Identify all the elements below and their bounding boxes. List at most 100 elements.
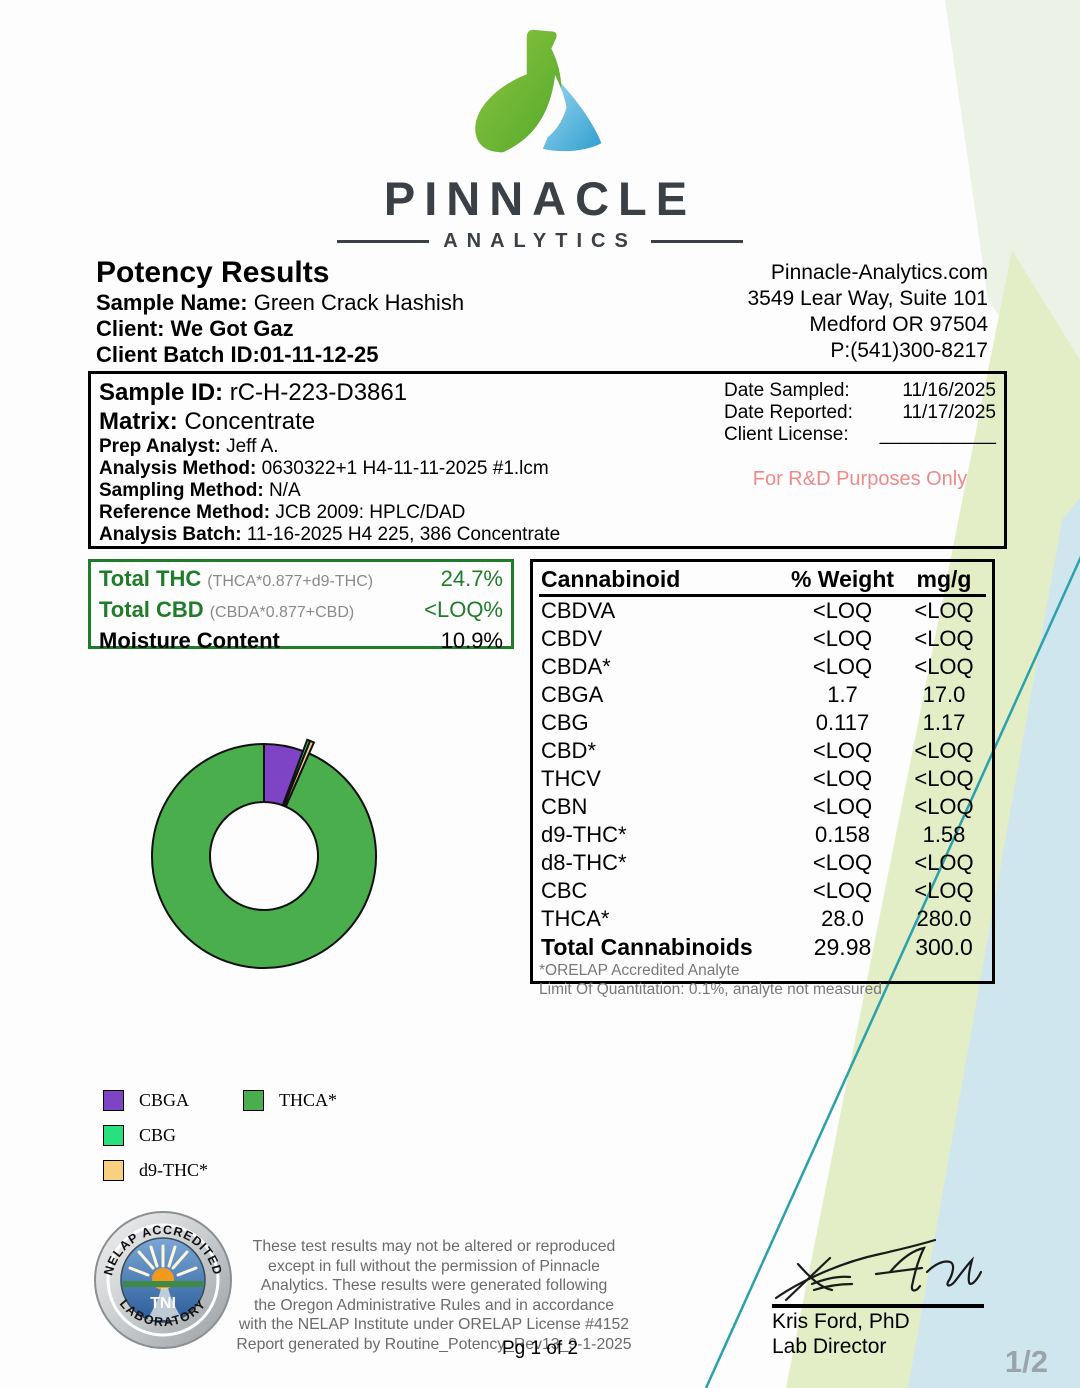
matrix-line: Matrix: Concentrate [99, 407, 996, 436]
signatory-title: Lab Director [772, 1335, 887, 1358]
prep-analyst-value: Jeff A. [226, 436, 279, 457]
cannabinoid-table: Cannabinoid % Weight mg/g CBDVA <LOQ <LOQ … [539, 564, 986, 961]
table-row: CBGA 1.7 17.0 [541, 682, 966, 707]
date-reported-value: 11/17/2025 [902, 402, 996, 423]
legend-label-cbga: CBGA [139, 1090, 190, 1110]
legend-item-cbg: CBG [103, 1125, 176, 1146]
seal-sun-graphic [123, 1244, 203, 1320]
table-row: CBDA* <LOQ <LOQ [541, 654, 974, 679]
total-cbd-row: Total CBD (CBDA*0.877+CBD) <LOQ% [99, 596, 503, 627]
nelap-seal-icon: TNI NELAP ACCREDITED LABORATORY [94, 1211, 232, 1349]
legend-item-cbga: CBGA [103, 1090, 189, 1111]
brand-rule-right [650, 240, 743, 243]
total-cbd-label: Total CBD [99, 597, 204, 622]
brand-rule-left [337, 240, 430, 243]
table-header-row: Cannabinoid % Weight mg/g [539, 564, 986, 597]
sampling-method-value: N/A [268, 480, 301, 501]
moisture-row: Moisture Content 10.9% [99, 627, 503, 655]
sample-id-value: rC-H-223-D3861 [229, 379, 408, 406]
analysis-batch-line: Analysis Batch: 11-16-2025 H4 225, 386 C… [99, 524, 996, 546]
seal-center-text: TNI [150, 1295, 176, 1312]
donut-chart-svg [151, 738, 377, 969]
table-row: CBC <LOQ <LOQ [541, 878, 974, 903]
disclaimer-line: the Oregon Administrative Rules and in a… [253, 1296, 615, 1314]
col-header-weight: % Weight [783, 564, 902, 597]
lab-contact-block: Pinnacle-Analytics.com 3549 Lear Way, Su… [628, 260, 989, 364]
teal-diagonal-line [704, 555, 1080, 1388]
sample-dates-block: Date Sampled: 11/16/2025 Date Reported: … [724, 380, 996, 490]
sample-name-value: Green Crack Hashish [253, 290, 465, 315]
table-footnote-1: *ORELAP Accredited Analyte [539, 962, 740, 979]
table-row: d9-THC* 0.158 1.58 [541, 822, 966, 847]
page-title: Potency Results [96, 256, 330, 289]
legend-swatch-cbga [103, 1090, 124, 1111]
total-cbd-formula: (CBDA*0.877+CBD) [209, 604, 355, 621]
donut-slice-d9-thc [282, 739, 316, 808]
disclaimer-line: except in full without the permission of… [268, 1257, 600, 1275]
table-row: THCA* 28.0 280.0 [541, 906, 972, 931]
accreditation-seal: TNI NELAP ACCREDITED LABORATORY [93, 1210, 233, 1350]
client-license-line: Client License: ___________ [724, 424, 996, 446]
report-header: Potency Results Sample Name: Green Crack… [96, 256, 656, 368]
total-thc-label: Total THC [99, 566, 202, 591]
moisture-value: 10.9% [440, 628, 503, 653]
matrix-value: Concentrate [184, 408, 316, 435]
cannabinoid-table-box: Cannabinoid % Weight mg/g CBDVA <LOQ <LOQ … [530, 559, 995, 998]
prep-analyst-line: Prep Analyst: Jeff A. [99, 436, 996, 458]
legend-swatch-d9thc [103, 1160, 124, 1181]
sample-id-label: Sample ID: [99, 379, 224, 406]
disclaimer-text: These test results may not be altered or… [226, 1237, 642, 1354]
reference-method-value: JCB 2009: HPLC/DAD [275, 502, 466, 523]
date-sampled-label: Date Sampled: [724, 380, 850, 401]
total-thc-value: 24.7% [440, 566, 503, 591]
totals-box: Total THC (THCA*0.877+d9-THC) 24.7% Tota… [88, 559, 514, 653]
analysis-batch-value: 11-16-2025 H4 225, 386 Concentrate [246, 524, 561, 545]
donut-slice-thca [151, 742, 377, 969]
reference-method-line: Reference Method: JCB 2009: HPLC/DAD [99, 502, 996, 524]
client-batch-line: Client Batch ID:01-11-12-25 [96, 342, 379, 367]
col-header-mgg: mg/g [902, 564, 986, 597]
sampling-method-label: Sampling Method: [99, 480, 264, 501]
table-row: THCV <LOQ <LOQ [541, 766, 974, 791]
table-row: CBN <LOQ <LOQ [541, 794, 974, 819]
lab-website: Pinnacle-Analytics.com [770, 261, 988, 284]
prep-analyst-label: Prep Analyst: [99, 436, 221, 457]
table-row: CBDVA <LOQ <LOQ [541, 598, 974, 623]
signature-scribble [774, 1238, 983, 1302]
client-license-label: Client License: [724, 424, 849, 445]
table-row: CBG 0.117 1.17 [541, 710, 966, 735]
brand-subtitle-text: ANALYTICS [443, 230, 637, 252]
table-footnote-2: Limit Of Quantitation: 0.1%, analyte not… [539, 981, 882, 998]
moisture-label: Moisture Content [99, 628, 280, 653]
disclaimer-line: These test results may not be altered or… [252, 1238, 616, 1255]
legend-item-d9thc: d9-THC* [103, 1160, 208, 1181]
page-label: Pg 1 of 2 [501, 1338, 579, 1359]
viewer-page-indicator: 1/2 [1004, 1344, 1048, 1379]
flask-logo-icon [475, 29, 602, 155]
legend-label-d9thc: d9-THC* [139, 1160, 208, 1180]
legend-swatch-thca [243, 1090, 264, 1111]
disclaimer-line: with the NELAP Institute under ORELAP Li… [238, 1316, 630, 1333]
total-cannabinoids-row: Total Cannabinoids 29.98 300.0 [541, 934, 973, 960]
total-cbd-value: <LOQ% [424, 597, 503, 622]
date-sampled-value: 11/16/2025 [902, 380, 996, 401]
signature-line [772, 1304, 984, 1308]
lab-address-1: 3549 Lear Way, Suite 101 [747, 287, 989, 310]
date-reported-label: Date Reported: [724, 402, 853, 423]
client-line: Client: We Got Gaz [96, 316, 294, 341]
signature-block: Kris Ford, PhD Lab Director [772, 1232, 990, 1358]
reference-method-label: Reference Method: [99, 502, 271, 523]
sample-name-line: Sample Name: Green Crack Hashish [96, 290, 656, 316]
donut-chart [146, 738, 382, 974]
date-reported-line: Date Reported: 11/17/2025 [724, 402, 996, 424]
brand-name: PINNACLE [383, 172, 697, 225]
sampling-method-line: Sampling Method: N/A [99, 480, 996, 502]
analysis-method-label: Analysis Method: [99, 458, 257, 479]
flask-white-swoosh [497, 75, 567, 155]
lab-phone: P:(541)300-8217 [830, 339, 988, 362]
analysis-method-line: Analysis Method: 0630322+1 H4-11-11-2025… [99, 458, 996, 480]
sample-name-label: Sample Name: [96, 290, 248, 315]
table-row: CBD* <LOQ <LOQ [541, 738, 974, 763]
table-row: d8-THC* <LOQ <LOQ [541, 850, 974, 875]
col-header-cannabinoid: Cannabinoid [539, 564, 783, 597]
